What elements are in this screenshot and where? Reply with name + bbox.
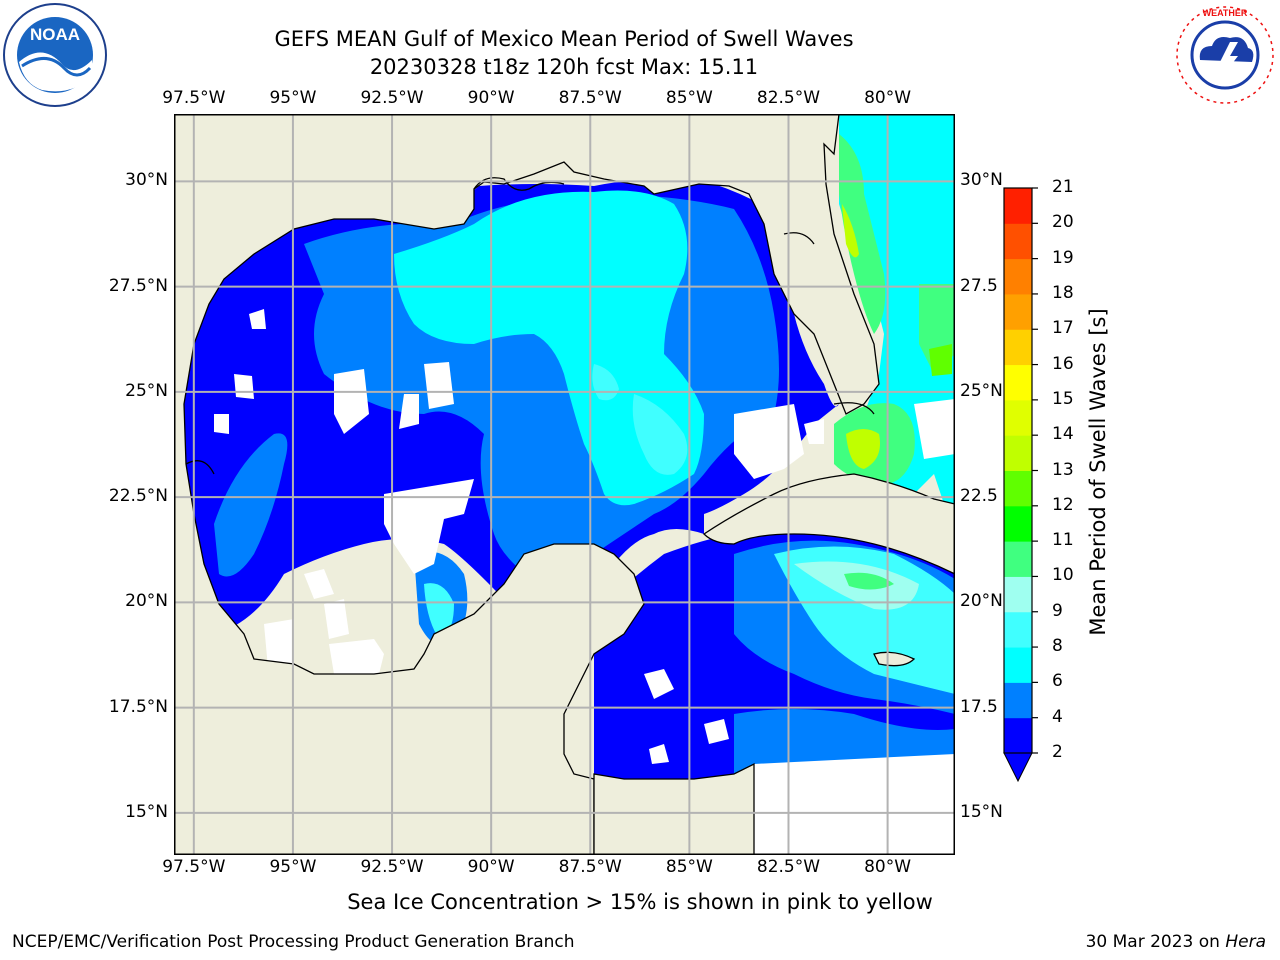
colorbar-block	[1004, 258, 1032, 295]
credit-text: NCEP/EMC/Verification Post Processing Pr…	[12, 932, 575, 952]
lon-label-top: 92.5°W	[360, 88, 424, 108]
colorbar-block	[1004, 717, 1032, 754]
lon-label-bottom: 87.5°W	[558, 857, 622, 877]
colorbar-tick-label: 11	[1052, 530, 1074, 551]
lat-label-right: 25°N	[960, 380, 1003, 401]
lat-label-left: 25°N	[125, 380, 168, 401]
colorbar-block	[1004, 188, 1032, 224]
lat-label-left: 20°N	[125, 591, 168, 612]
colorbar-tick-label: 20	[1052, 212, 1074, 233]
lat-label-left: 27.5°N	[108, 275, 168, 296]
lat-label-right: 22.5	[960, 486, 998, 507]
date-stamp: 30 Mar 2023 on Hera	[1086, 932, 1266, 952]
colorbar-tick-label: 8	[1052, 636, 1063, 657]
colorbar	[1003, 187, 1038, 783]
atlantic-field	[834, 114, 955, 504]
lon-label-bottom: 80°W	[864, 857, 912, 877]
lon-label-bottom: 97.5°W	[162, 857, 226, 877]
lat-label-left: 30°N	[125, 170, 168, 191]
colorbar-block	[1004, 576, 1032, 613]
colorbar-block	[1004, 505, 1032, 542]
lat-label-right: 20°N	[960, 591, 1003, 612]
gulf-map	[174, 114, 955, 855]
lon-label-bottom: 90°W	[467, 857, 515, 877]
coastline	[185, 177, 875, 475]
gulf-ocean-field	[178, 179, 839, 679]
sea-ice-note: Sea Ice Concentration > 15% is shown in …	[347, 890, 933, 914]
lon-label-top: 97.5°W	[162, 88, 226, 108]
lon-label-top: 90°W	[467, 88, 515, 108]
colorbar-block	[1004, 399, 1032, 436]
lat-label-left: 17.5°N	[108, 696, 168, 717]
colorbar-extend-arrow	[1003, 752, 1033, 783]
lon-label-top: 80°W	[864, 88, 912, 108]
colorbar-tick-label: 10	[1052, 565, 1074, 586]
lat-label-left: 22.5°N	[108, 486, 168, 507]
lon-label-bottom: 95°W	[269, 857, 317, 877]
lon-label-bottom: 82.5°W	[756, 857, 821, 877]
colorbar-block	[1004, 611, 1032, 648]
map-title: GEFS MEAN Gulf of Mexico Mean Period of …	[274, 27, 854, 51]
machine-name: Hera	[1225, 932, 1266, 952]
colorbar-block	[1004, 364, 1032, 401]
colorbar-tick-label: 4	[1052, 706, 1063, 727]
colorbar-block	[1004, 647, 1032, 683]
colorbar-tick-label: 15	[1052, 388, 1074, 409]
colorbar-tick-label: 16	[1052, 353, 1074, 374]
colorbar-tick-label: 21	[1052, 177, 1074, 197]
lon-label-top: 95°W	[269, 88, 317, 108]
colorbar-block	[1004, 223, 1032, 260]
date-text: 30 Mar 2023 on	[1085, 932, 1226, 952]
map-subtitle: 20230328 t18z 120h fcst Max: 15.11	[369, 55, 759, 79]
lon-label-top: 82.5°W	[756, 88, 821, 108]
lat-label-right: 17.5	[960, 696, 998, 717]
colorbar-tick-label: 12	[1052, 494, 1074, 515]
colorbar-tick-label: 9	[1052, 600, 1063, 621]
colorbar-title: Mean Period of Swell Waves [s]	[1086, 308, 1110, 636]
colorbar-tick-label: 17	[1052, 318, 1074, 339]
lon-label-bottom: 85°W	[665, 857, 713, 877]
colorbar-block	[1004, 682, 1032, 719]
colorbar-block	[1004, 329, 1032, 366]
nws-logo: WEATHER	[1172, 2, 1278, 108]
graticule	[174, 114, 955, 855]
lat-label-right: 30°N	[960, 170, 1003, 191]
colorbar-block	[1004, 470, 1032, 507]
colorbar-block	[1004, 541, 1032, 577]
lon-label-top: 85°W	[665, 88, 713, 108]
lon-label-bottom: 92.5°W	[360, 857, 424, 877]
lat-label-left: 15°N	[125, 801, 168, 822]
colorbar-tick-label: 2	[1052, 742, 1063, 762]
colorbar-tick-label: 6	[1052, 671, 1063, 692]
colorbar-block	[1004, 293, 1032, 330]
colorbar-block	[1004, 435, 1032, 471]
svg-text:WEATHER: WEATHER	[1203, 8, 1248, 18]
colorbar-tick-label: 19	[1052, 247, 1074, 268]
colorbar-tick-label: 14	[1052, 424, 1074, 445]
lat-label-right: 15°N	[960, 801, 1003, 822]
noaa-logo: NOAA	[2, 2, 108, 108]
map-frame	[174, 114, 955, 855]
lat-label-right: 27.5	[960, 275, 998, 296]
noaa-logo-text: NOAA	[30, 25, 80, 44]
lon-label-top: 87.5°W	[558, 88, 622, 108]
colorbar-tick-label: 18	[1052, 282, 1074, 303]
colorbar-tick-label: 13	[1052, 459, 1074, 480]
